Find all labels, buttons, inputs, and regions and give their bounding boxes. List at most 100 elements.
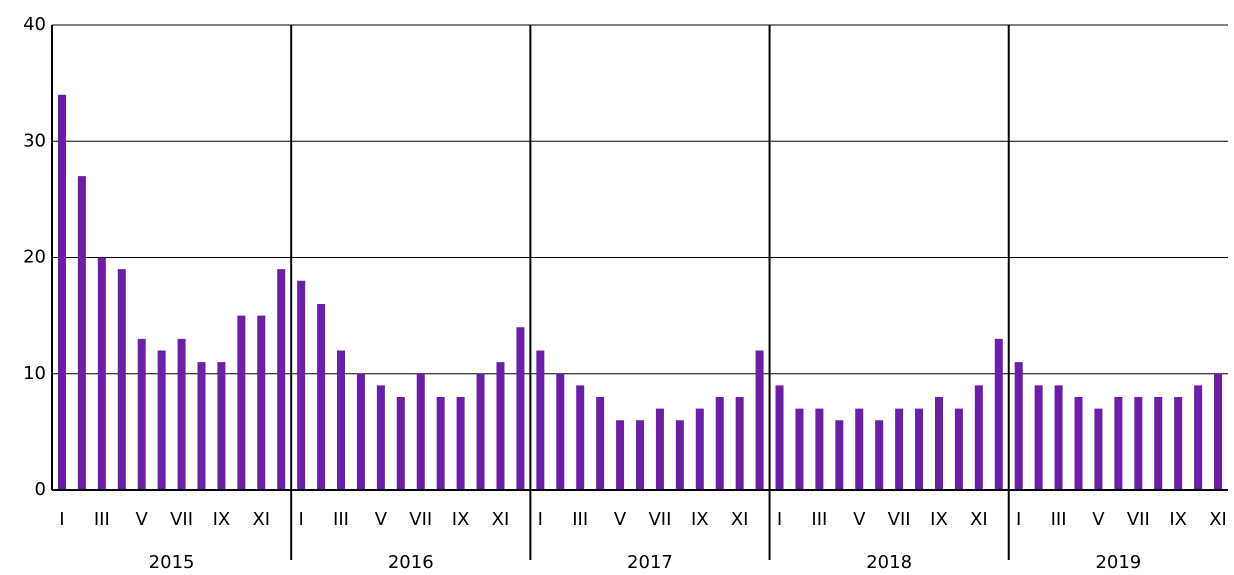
bar — [915, 408, 924, 490]
x-tick-label: XI — [1209, 509, 1227, 530]
bar — [476, 373, 485, 490]
bar — [57, 94, 66, 490]
bar — [1014, 362, 1023, 490]
bar — [317, 304, 326, 490]
bar — [655, 408, 664, 490]
bar — [1074, 397, 1083, 490]
x-tick-label: V — [853, 509, 866, 530]
bar — [1154, 397, 1163, 490]
x-tick-label: XI — [492, 509, 510, 530]
bar — [277, 269, 286, 490]
y-tick-label: 20 — [23, 247, 46, 268]
x-tick-label: IX — [452, 509, 470, 530]
bar — [217, 362, 226, 490]
bar — [895, 408, 904, 490]
bar — [576, 385, 585, 490]
bar — [396, 397, 405, 490]
x-tick-label: IX — [1169, 509, 1187, 530]
bar — [954, 408, 963, 490]
y-tick-label: 10 — [23, 363, 46, 384]
x-tick-label: V — [136, 509, 149, 530]
bar — [456, 397, 465, 490]
x-tick-label: XI — [970, 509, 988, 530]
bar — [974, 385, 983, 490]
bar — [77, 176, 86, 490]
bar — [337, 350, 346, 490]
x-tick-label: III — [572, 509, 588, 530]
bar — [117, 269, 126, 490]
x-tick-label: I — [1016, 509, 1021, 530]
bar — [675, 420, 684, 490]
bar — [356, 373, 365, 490]
bar — [97, 257, 106, 490]
bar — [616, 420, 625, 490]
x-tick-label: IX — [930, 509, 948, 530]
group-label: 2015 — [149, 552, 195, 573]
bar — [835, 420, 844, 490]
bar — [775, 385, 784, 490]
x-tick-label: III — [333, 509, 349, 530]
x-tick-label: I — [298, 509, 303, 530]
bar — [1094, 408, 1103, 490]
x-tick-label: V — [375, 509, 388, 530]
x-tick-label: XI — [731, 509, 749, 530]
bar — [257, 315, 266, 490]
x-tick-label: III — [94, 509, 110, 530]
y-tick-label: 0 — [35, 479, 46, 500]
x-tick-label: IX — [213, 509, 231, 530]
x-tick-label: V — [1092, 509, 1105, 530]
x-tick-label: I — [538, 509, 543, 530]
bar — [755, 350, 764, 490]
bar — [157, 350, 166, 490]
bar — [1054, 385, 1063, 490]
bar — [735, 397, 744, 490]
bar — [197, 362, 206, 490]
group-label: 2016 — [388, 552, 434, 573]
x-tick-label: VII — [888, 509, 911, 530]
bar — [516, 327, 525, 490]
bar — [596, 397, 605, 490]
bar — [875, 420, 884, 490]
bar — [934, 397, 943, 490]
bar — [496, 362, 505, 490]
x-tick-label: IX — [691, 509, 709, 530]
x-tick-label: I — [777, 509, 782, 530]
bar — [416, 373, 425, 490]
bar — [1174, 397, 1183, 490]
group-label: 2018 — [866, 552, 912, 573]
bar — [436, 397, 445, 490]
group-label: 2017 — [627, 552, 673, 573]
bar — [855, 408, 864, 490]
x-tick-label: III — [811, 509, 827, 530]
x-tick-label: XI — [252, 509, 270, 530]
bar — [1114, 397, 1123, 490]
bar — [1134, 397, 1143, 490]
x-tick-label: VII — [648, 509, 671, 530]
bar — [177, 338, 186, 490]
bar — [815, 408, 824, 490]
x-tick-label: I — [59, 509, 64, 530]
bar — [695, 408, 704, 490]
bar — [994, 338, 1003, 490]
x-tick-label: VII — [170, 509, 193, 530]
bar — [297, 280, 306, 490]
bar — [137, 338, 146, 490]
bar — [636, 420, 644, 490]
bar — [237, 315, 246, 490]
bar — [1214, 373, 1223, 490]
group-label: 2019 — [1095, 552, 1141, 573]
x-tick-label: VII — [409, 509, 432, 530]
x-tick-label: V — [614, 509, 627, 530]
bar — [556, 373, 565, 490]
y-tick-label: 40 — [23, 14, 46, 35]
bar — [1034, 385, 1043, 490]
bar — [1194, 385, 1203, 490]
bar — [536, 350, 545, 490]
x-tick-label: III — [1051, 509, 1067, 530]
bar — [715, 397, 724, 490]
x-tick-label: VII — [1127, 509, 1150, 530]
y-tick-label: 30 — [23, 130, 46, 151]
bar — [795, 408, 804, 490]
bar — [376, 385, 385, 490]
